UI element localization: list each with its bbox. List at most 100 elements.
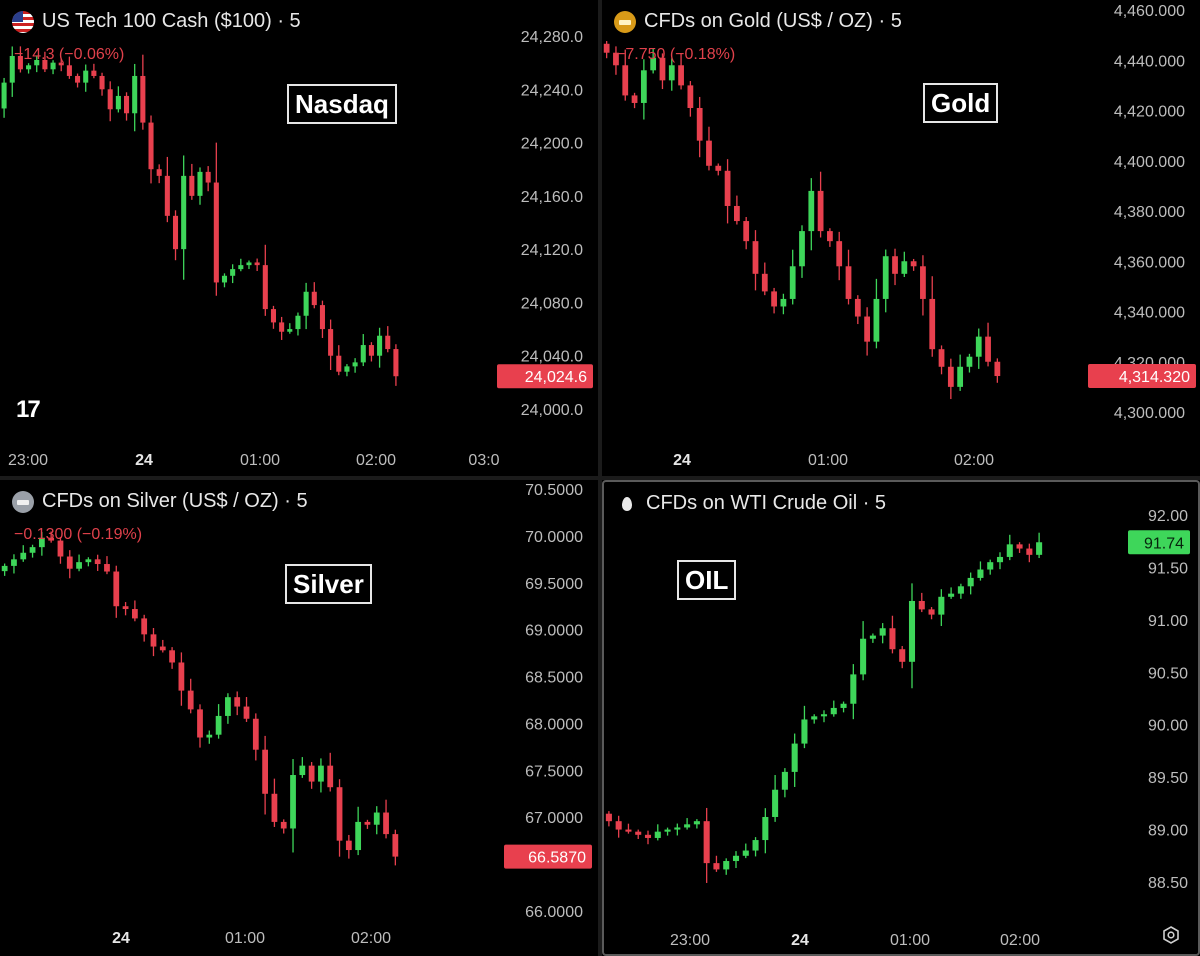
nasdaq-title: US Tech 100 Cash ($100) · 5 (42, 10, 301, 32)
silver-candle-body (215, 715, 222, 735)
nasdaq-change: −14.3 (−0.06%) (14, 46, 125, 63)
silver-candle-body (187, 690, 194, 710)
gold-label: Gold (923, 83, 999, 123)
nasdaq-xtick-label: 23:00 (8, 452, 48, 469)
silver-ytick-label: 70.0000 (525, 529, 583, 546)
nasdaq-candle-body (230, 269, 236, 276)
silver-candle-body (308, 765, 315, 782)
nasdaq-chart-svg[interactable]: 24,280.0 24,240.0 24,200.0 24,160.0 24,120.0… (0, 0, 598, 476)
gold-ytick-label: 4,380.000 (1114, 204, 1185, 221)
gold-candle-body (799, 231, 805, 267)
oil-candle-body (820, 714, 828, 717)
nasdaq-candle-body (66, 65, 72, 76)
gold-candle-body (827, 231, 833, 242)
silver-candle-body (113, 571, 120, 607)
oil-candle-body (615, 821, 622, 830)
silver-candle-body (336, 787, 343, 841)
gold-candle-body (706, 140, 712, 166)
nasdaq-candle-body (270, 309, 276, 323)
oil-candle-body (957, 586, 964, 594)
silver-ytick-label: 69.0000 (525, 623, 583, 640)
nasdaq-candle-body (287, 329, 293, 332)
silver-candle-body (299, 765, 306, 776)
silver-chart-svg[interactable]: 70.5000 70.0000 69.5000 69.0000 68.5000 68.00… (0, 480, 598, 956)
gold-candle-body (947, 366, 954, 387)
silver-candle-body (150, 634, 157, 647)
silver-candle-body (1, 565, 8, 572)
oil-candle-body (713, 863, 720, 870)
silver-candle-body (159, 646, 166, 651)
oil-candle-body (811, 716, 818, 720)
oil-ytick-label: 91.50 (1148, 560, 1188, 577)
gold-xtick-label: 24 (673, 452, 691, 469)
gold-chart-svg[interactable]: 4,460.000 4,440.000 4,420.000 4,400.000 4,38… (602, 0, 1200, 476)
gold-ytick-label: 4,420.000 (1114, 104, 1185, 121)
gold-candle-body (929, 298, 936, 350)
silver-price-tag: 66.5870 (528, 850, 586, 867)
oil-candle-body (1016, 544, 1023, 549)
nasdaq-ytick-label: 24,200.0 (521, 136, 583, 153)
silver-ytick-label: 70.5000 (525, 482, 583, 499)
nasdaq-candle-body (368, 345, 374, 356)
settings-hexagon-icon[interactable] (1162, 926, 1180, 944)
oil-chart-svg[interactable]: 92.00 91.50 91.00 90.50 90.00 89.50 89.00 88.50… (604, 482, 1198, 954)
nasdaq-candle-body (197, 171, 203, 196)
oil-candle-body (703, 821, 710, 864)
silver-candle-body (243, 706, 250, 719)
silver-ytick-label: 67.5000 (525, 763, 583, 780)
oil-candle-body (674, 827, 681, 830)
silver-header: CFDs on Silver (US$ / OZ) · 5 (12, 490, 308, 513)
oil-candle-body (830, 707, 837, 715)
gold-candle-body (715, 165, 722, 171)
gold-candle-body (789, 266, 796, 299)
silver-ytick-label: 68.0000 (525, 716, 583, 733)
nasdaq-xtick-label: 02:00 (356, 452, 396, 469)
nasdaq-chart-panel[interactable]: 24,280.0 24,240.0 24,200.0 24,160.0 24,120.0… (0, 0, 598, 476)
nasdaq-candle-body (189, 175, 195, 196)
oil-candle-body (987, 562, 994, 570)
oil-candle-body (605, 813, 612, 822)
silver-candle-body (252, 718, 259, 750)
silver-chart-panel[interactable]: 70.5000 70.0000 69.5000 69.0000 68.5000 68.00… (0, 480, 598, 956)
gold-ytick-label: 4,460.000 (1114, 3, 1185, 20)
nasdaq-candle-body (156, 169, 162, 176)
nasdaq-header: US Tech 100 Cash ($100) · 5 (12, 10, 301, 33)
oil-candle-body (928, 609, 935, 615)
nasdaq-candle-body (9, 55, 15, 83)
silver-candle-body (76, 562, 82, 569)
gold-candle-body (640, 70, 647, 103)
gold-candle-body (854, 298, 861, 317)
oil-chart-panel[interactable]: 92.00 91.50 91.00 90.50 90.00 89.50 89.00 88.50… (602, 480, 1200, 956)
gold-candle-body (892, 256, 898, 274)
gold-candle-body (873, 298, 880, 342)
silver-price-tag-box (504, 844, 592, 869)
oil-candle-body (791, 743, 798, 772)
oil-xtick-label: 24 (791, 932, 809, 949)
silver-candle-body (169, 650, 175, 663)
gold-header: CFDs on Gold (US$ / OZ) · 5 (614, 10, 902, 33)
gold-ytick-label: 4,360.000 (1114, 254, 1185, 271)
nasdaq-candle-body (393, 349, 399, 377)
oil-candle-body (654, 831, 661, 838)
gold-candle-body (724, 170, 731, 206)
silver-candle-body (234, 697, 241, 707)
nasdaq-price-tag: 24,024.6 (525, 369, 587, 386)
silver-candle-body (122, 606, 129, 610)
oil-xtick-label: 01:00 (890, 932, 930, 949)
nasdaq-candle-body (254, 262, 260, 266)
us-flag-icon (12, 10, 34, 33)
gold-candle-body (743, 221, 750, 242)
nasdaq-candle-body (344, 366, 350, 372)
oil-ytick-label: 90.50 (1148, 665, 1188, 682)
gold-candle-body (882, 256, 889, 299)
oil-candle-body (840, 703, 847, 708)
silver-candle-body (29, 547, 36, 553)
oil-xtick-label: 02:00 (1000, 932, 1040, 949)
nasdaq-candle-body (319, 305, 325, 330)
gold-chart-panel[interactable]: 4,460.000 4,440.000 4,420.000 4,400.000 4,38… (602, 0, 1200, 476)
tradingview-logo-icon[interactable]: 17 (16, 396, 41, 423)
oil-candle-body (860, 638, 867, 675)
gold-ytick-label: 4,300.000 (1114, 405, 1185, 422)
oil-candle-body (850, 674, 857, 704)
gold-candle-body (650, 57, 657, 71)
